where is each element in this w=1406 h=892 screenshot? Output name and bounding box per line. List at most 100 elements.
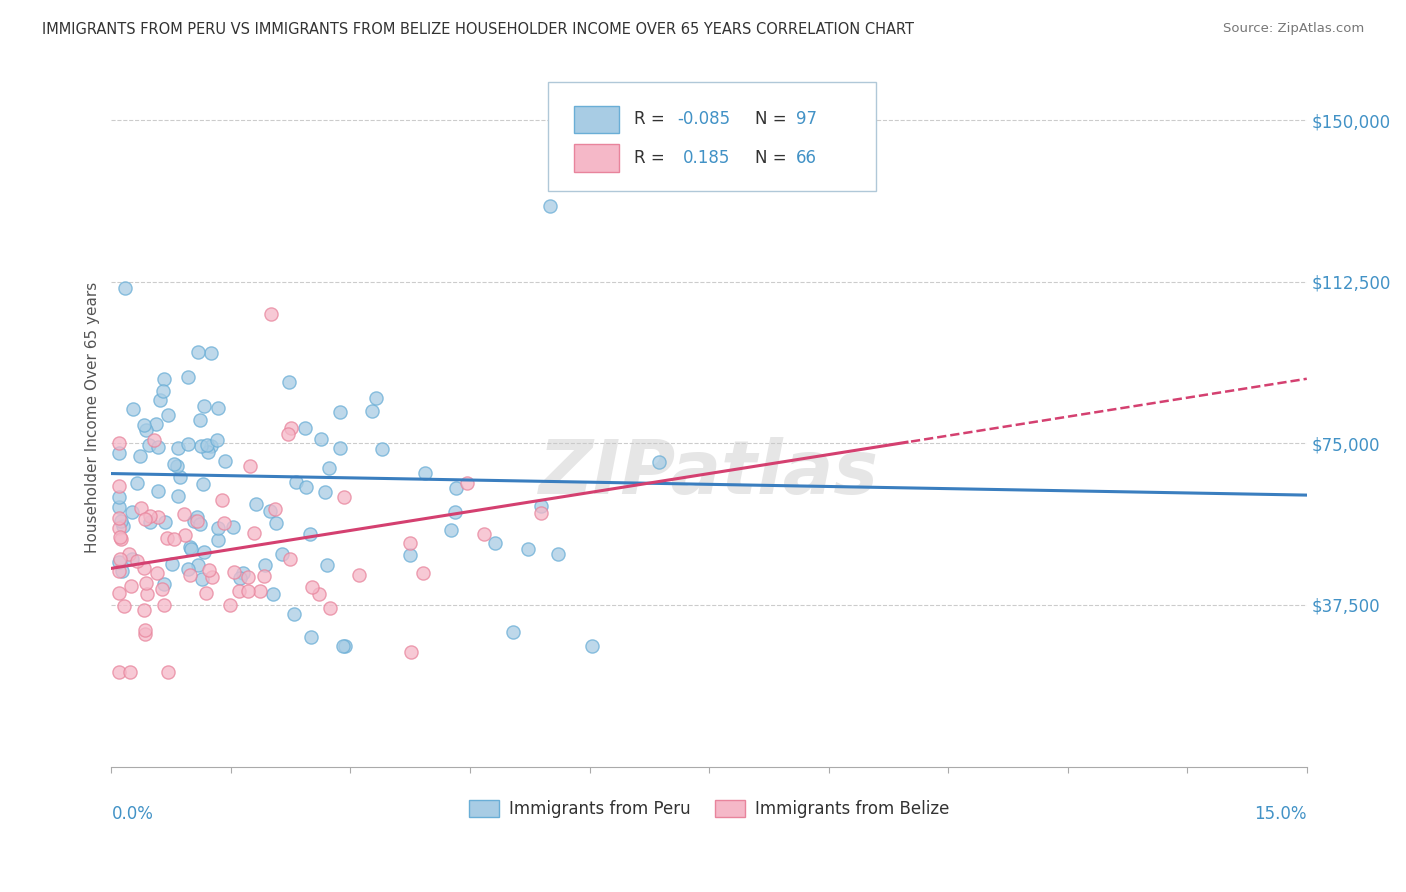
Text: Source: ZipAtlas.com: Source: ZipAtlas.com xyxy=(1223,22,1364,36)
Point xyxy=(440,523,463,537)
Point xyxy=(332,639,354,653)
Point xyxy=(301,581,323,595)
Point xyxy=(146,440,169,454)
Point xyxy=(311,432,333,446)
Point xyxy=(316,558,339,572)
FancyBboxPatch shape xyxy=(548,82,876,191)
Point xyxy=(166,459,188,474)
Point xyxy=(121,552,143,566)
Point xyxy=(108,586,131,600)
Point xyxy=(149,392,172,407)
Point xyxy=(484,536,506,550)
Point xyxy=(153,371,176,385)
Point xyxy=(152,582,174,596)
Point xyxy=(179,541,201,555)
Point xyxy=(132,561,155,575)
Point xyxy=(456,476,478,491)
Point xyxy=(108,446,131,460)
Point xyxy=(111,564,134,578)
Point xyxy=(142,433,165,447)
Point xyxy=(193,545,215,559)
Point xyxy=(284,475,307,489)
Point xyxy=(333,639,356,653)
Point xyxy=(177,437,200,451)
FancyBboxPatch shape xyxy=(574,105,620,134)
Point xyxy=(444,482,467,496)
Point xyxy=(364,392,387,406)
Point xyxy=(211,493,233,508)
Point xyxy=(129,450,152,464)
Point xyxy=(201,570,224,584)
Point xyxy=(280,420,302,434)
Point xyxy=(581,639,603,653)
Point xyxy=(245,498,267,512)
Point xyxy=(260,307,283,321)
Point xyxy=(108,555,131,569)
Point xyxy=(129,500,152,515)
Point xyxy=(110,514,132,528)
Point xyxy=(153,599,176,613)
Point xyxy=(264,516,287,531)
Point xyxy=(183,514,205,528)
Point xyxy=(399,535,422,549)
Point xyxy=(167,441,190,455)
Point xyxy=(187,558,209,572)
Point xyxy=(163,458,186,472)
Point xyxy=(294,421,316,435)
Text: 15.0%: 15.0% xyxy=(1254,805,1306,823)
Point xyxy=(242,525,264,540)
Point xyxy=(188,413,211,427)
Point xyxy=(112,599,135,613)
Point xyxy=(177,562,200,576)
Point xyxy=(173,507,195,521)
Point xyxy=(110,552,132,566)
Point xyxy=(219,598,242,612)
Text: N =: N = xyxy=(755,149,786,167)
Point xyxy=(134,627,156,641)
Legend: Immigrants from Peru, Immigrants from Belize: Immigrants from Peru, Immigrants from Be… xyxy=(463,793,956,824)
Point xyxy=(186,514,208,528)
Point xyxy=(191,572,214,586)
Point xyxy=(236,570,259,584)
Text: N =: N = xyxy=(755,111,786,128)
Point xyxy=(160,557,183,571)
Point xyxy=(253,568,276,582)
Text: 0.185: 0.185 xyxy=(683,149,730,167)
Point xyxy=(333,490,356,504)
Point xyxy=(195,438,218,452)
Point xyxy=(299,630,322,644)
Point xyxy=(177,370,200,384)
Point xyxy=(118,547,141,561)
Point xyxy=(277,427,299,442)
Point xyxy=(138,438,160,452)
Point xyxy=(186,510,208,524)
Point xyxy=(139,515,162,529)
Point xyxy=(179,567,201,582)
Point xyxy=(195,585,218,599)
Point xyxy=(259,503,281,517)
Point xyxy=(108,665,131,679)
Point xyxy=(148,509,170,524)
Point xyxy=(530,506,553,520)
Point xyxy=(155,516,177,530)
Point xyxy=(190,439,212,453)
Point xyxy=(444,505,467,519)
Point xyxy=(169,470,191,484)
Point xyxy=(538,199,561,213)
Point xyxy=(222,565,245,579)
Point xyxy=(108,530,131,544)
Point xyxy=(232,566,254,580)
Point xyxy=(207,533,229,547)
Point xyxy=(329,442,352,456)
Point xyxy=(108,564,131,578)
Point xyxy=(114,281,136,295)
Text: 0.0%: 0.0% xyxy=(111,805,153,823)
Point xyxy=(214,454,236,468)
Point xyxy=(239,458,262,473)
Point xyxy=(361,404,384,418)
Point xyxy=(134,418,156,433)
FancyBboxPatch shape xyxy=(574,144,620,172)
Point xyxy=(156,408,179,422)
Point xyxy=(254,558,277,573)
Point xyxy=(187,345,209,359)
